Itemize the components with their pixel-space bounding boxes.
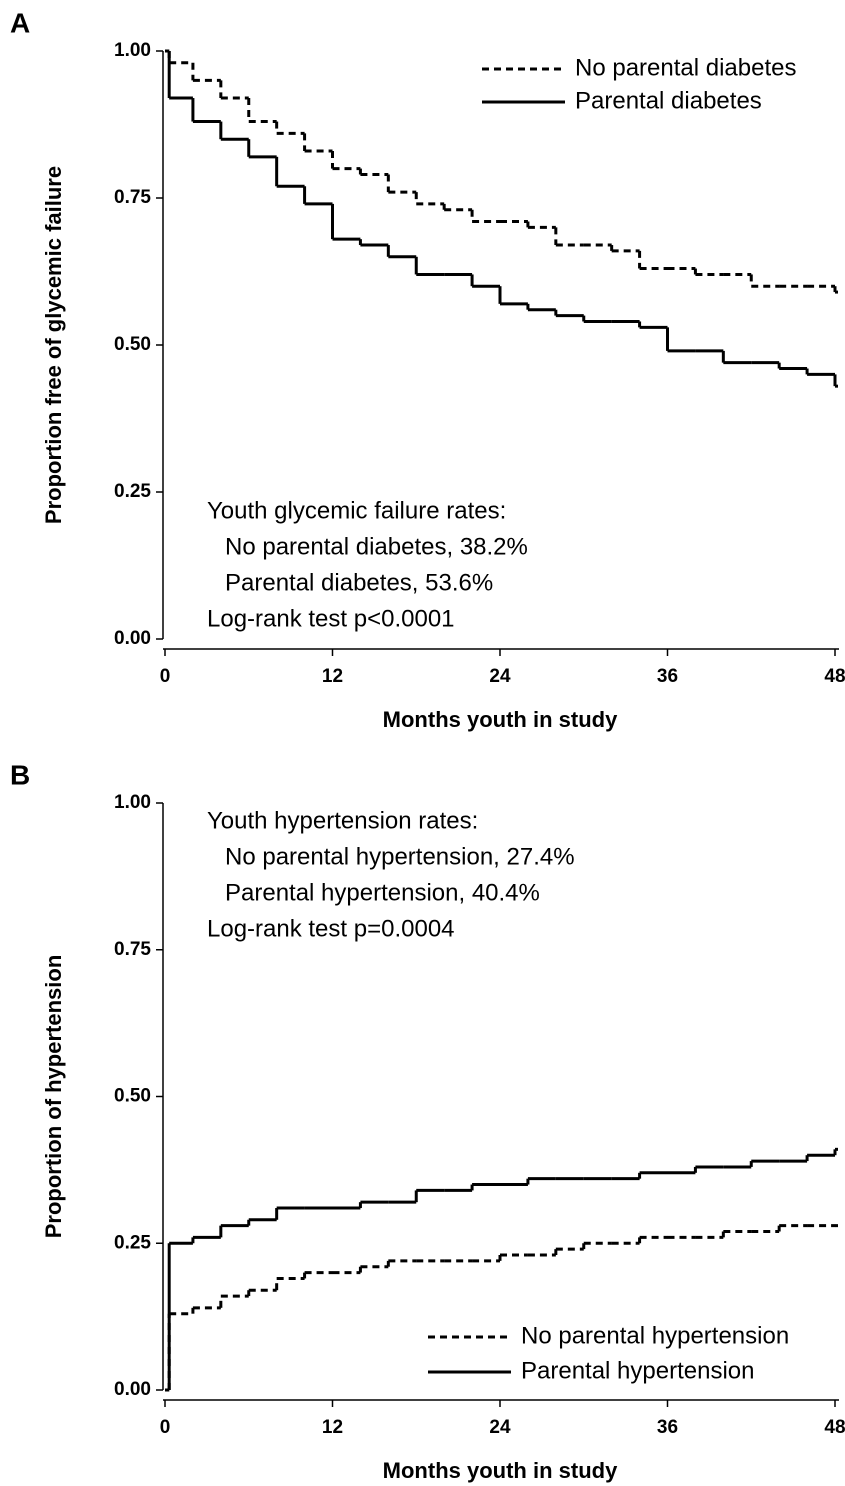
x-axis-label: Months youth in study <box>383 1458 618 1483</box>
annotation: Youth hypertension rates: <box>207 807 478 834</box>
annotation: No parental diabetes, 38.2% <box>225 533 528 560</box>
annotation: Parental hypertension, 40.4% <box>225 879 540 906</box>
annotation: No parental hypertension, 27.4% <box>225 843 575 870</box>
legend-label: No parental hypertension <box>521 1322 789 1349</box>
annotation: Youth glycemic failure rates: <box>207 497 506 524</box>
x-axis-label: Months youth in study <box>383 707 618 732</box>
x-tick-label: 12 <box>322 666 343 687</box>
y-tick-label: 0.75 <box>114 187 151 208</box>
x-tick-label: 0 <box>160 666 171 687</box>
legend-label: Parental hypertension <box>521 1357 754 1384</box>
y-tick-label: 0.75 <box>114 939 151 960</box>
y-tick-label: 0.00 <box>114 628 151 649</box>
x-tick-label: 24 <box>489 666 511 687</box>
annotation: Log-rank test p=0.0004 <box>207 915 455 942</box>
y-axis-label: Proportion free of glycemic failure <box>41 166 66 524</box>
y-tick-label: 1.00 <box>114 40 151 61</box>
x-tick-label: 0 <box>160 1417 171 1438</box>
x-tick-label: 36 <box>657 1417 678 1438</box>
panel-label: B <box>10 759 30 790</box>
x-tick-label: 24 <box>489 1417 511 1438</box>
panel-label: A <box>10 7 30 38</box>
y-tick-label: 0.25 <box>114 1232 151 1253</box>
annotation: Log-rank test p<0.0001 <box>207 605 455 632</box>
x-tick-label: 36 <box>657 666 678 687</box>
y-tick-label: 1.00 <box>114 792 151 813</box>
y-axis-label: Proportion of hypertension <box>41 955 66 1239</box>
legend-label: Parental diabetes <box>575 87 762 114</box>
x-tick-label: 48 <box>824 1417 845 1438</box>
x-tick-label: 48 <box>824 666 845 687</box>
annotation: Parental diabetes, 53.6% <box>225 569 493 596</box>
y-tick-label: 0.25 <box>114 481 151 502</box>
x-tick-label: 12 <box>322 1417 343 1438</box>
y-tick-label: 0.00 <box>114 1379 151 1400</box>
legend-label: No parental diabetes <box>575 54 796 81</box>
y-tick-label: 0.50 <box>114 1086 151 1107</box>
y-tick-label: 0.50 <box>114 334 151 355</box>
